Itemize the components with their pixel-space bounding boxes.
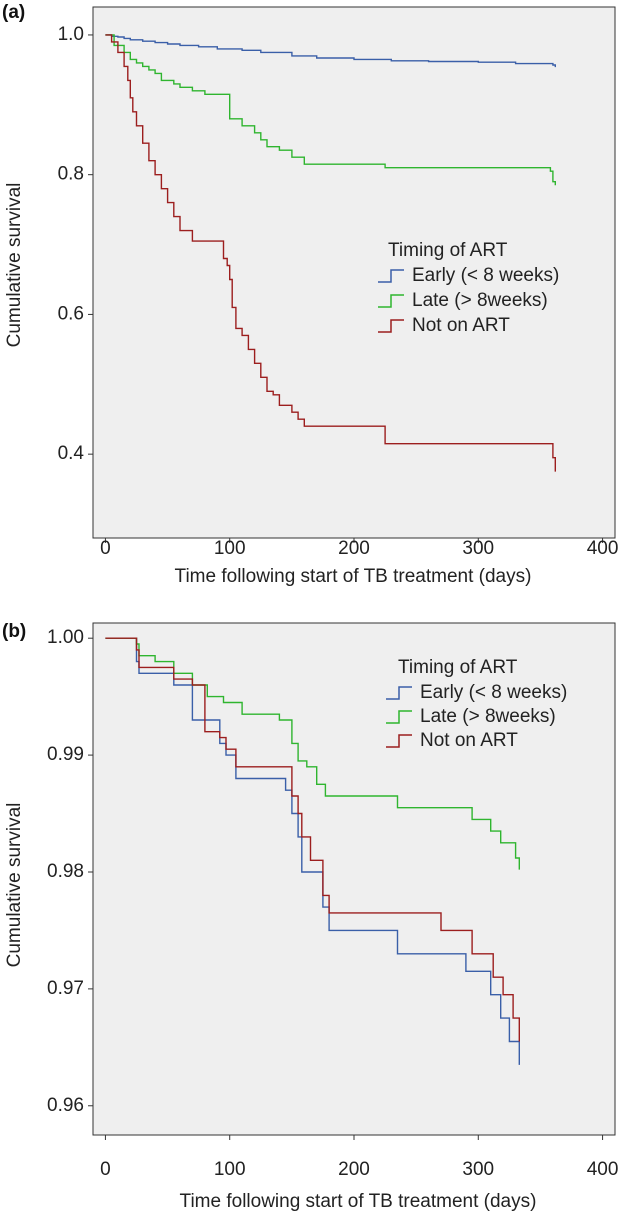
legend-title: Timing of ART: [388, 240, 508, 261]
x-tick-label: 400: [587, 1159, 619, 1180]
x-tick-label: 200: [338, 1159, 370, 1180]
legend-swatch: [378, 269, 404, 283]
legend-swatch: [386, 710, 412, 724]
chart-panel-b: (b) 0 100 200 300 400 1.00 0.99 0.98 0.97 0.96 Time…: [2, 621, 618, 1212]
x-tick-label: 0: [100, 1159, 111, 1180]
y-tick-label: 0.98: [47, 861, 84, 882]
legend-entry: Late (> 8weeks): [412, 290, 548, 311]
series-line-0: [105, 34, 556, 68]
plot-area: [92, 622, 616, 1136]
series-line-2: [105, 637, 520, 1042]
legend-swatch: [386, 734, 412, 748]
panel-label: (a): [2, 2, 25, 23]
chart-panel-a: (a) 0 100 200 300 400 1.0 0.8 0.6 0.4 Time followi…: [2, 2, 618, 587]
plot-area: [92, 6, 616, 539]
y-tick-label: 0.99: [47, 744, 84, 765]
panel-label: (b): [2, 621, 26, 642]
y-axis-title: Cumulative survival: [4, 183, 25, 348]
legend-swatch: [378, 319, 404, 333]
y-tick-label: 1.0: [58, 24, 84, 45]
series-line-1: [105, 637, 520, 870]
y-tick-label: 0.97: [47, 978, 84, 999]
x-tick-label: 200: [338, 538, 370, 559]
x-axis-title: Time following start of TB treatment (da…: [175, 566, 532, 587]
y-tick-label: 0.96: [47, 1095, 84, 1116]
legend-title: Timing of ART: [398, 657, 518, 678]
legend-entry: Early (< 8 weeks): [412, 265, 559, 286]
y-tick-label: 1.00: [47, 627, 84, 648]
x-tick-label: 100: [214, 538, 246, 559]
legend-entry: Early (< 8 weeks): [420, 682, 567, 703]
x-tick-label: 300: [462, 538, 494, 559]
series-line-1: [105, 34, 556, 186]
x-tick-label: 400: [587, 538, 619, 559]
legend-entry: Not on ART: [412, 315, 510, 336]
y-tick-label: 0.4: [58, 443, 85, 464]
y-tick-label: 0.8: [58, 164, 84, 185]
y-axis-title: Cumulative survival: [4, 803, 25, 968]
y-tick-label: 0.6: [58, 303, 84, 324]
x-tick-label: 100: [214, 1159, 246, 1180]
x-tick-label: 300: [462, 1159, 494, 1180]
series-line-2: [105, 34, 556, 472]
legend-entry: Late (> 8weeks): [420, 706, 556, 727]
legend-swatch: [386, 686, 412, 700]
x-tick-label: 0: [100, 538, 111, 559]
legend-entry: Not on ART: [420, 730, 518, 751]
x-axis-title: Time following start of TB treatment (da…: [180, 1191, 537, 1212]
legend-swatch: [378, 294, 404, 308]
